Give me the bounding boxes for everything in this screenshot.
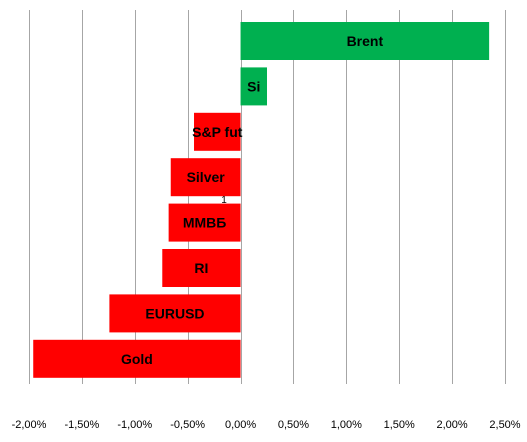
- bar-label: Gold: [121, 351, 153, 367]
- x-tick-label: 2,50%: [489, 419, 520, 431]
- stray-label: 1: [221, 195, 227, 206]
- bar-label: ММВБ: [183, 215, 227, 231]
- bar-ммвб: [168, 203, 241, 242]
- x-tick-label: -1,00%: [117, 419, 152, 431]
- x-tick-label: 2,00%: [437, 419, 468, 431]
- bars: [33, 22, 490, 378]
- bar-brent: [240, 22, 490, 60]
- bar-si: [240, 67, 267, 106]
- bar-silver: [170, 158, 241, 197]
- bar-s-p-fut: [194, 112, 241, 151]
- x-axis-tick-labels: -2,00% -1,50% -1,00% -0,50% 0,00% 0,50% 1,00% 1…: [12, 419, 521, 431]
- gridlines: [29, 10, 506, 384]
- x-tick-label: 1,00%: [331, 419, 362, 431]
- bar-label: Silver: [187, 169, 226, 185]
- bar-labels: Brent Si S&P fut Silver ММВБ RI EURUSD Gold: [121, 33, 384, 367]
- bar-label: S&P fut: [192, 124, 243, 140]
- bar-ri: [162, 249, 241, 287]
- bar-label: RI: [194, 260, 208, 276]
- x-tick-label: 1,50%: [384, 419, 415, 431]
- bar-eurusd: [109, 294, 241, 333]
- x-tick-label: -2,00%: [12, 419, 47, 431]
- bar-gold: [33, 339, 241, 378]
- bar-label: Si: [247, 78, 260, 94]
- bar-label: EURUSD: [145, 305, 204, 321]
- x-tick-label: 0,00%: [225, 419, 256, 431]
- bar-label: Brent: [347, 33, 384, 49]
- x-tick-label: -1,50%: [64, 419, 99, 431]
- x-tick-label: 0,50%: [278, 419, 309, 431]
- x-tick-label: -0,50%: [170, 419, 205, 431]
